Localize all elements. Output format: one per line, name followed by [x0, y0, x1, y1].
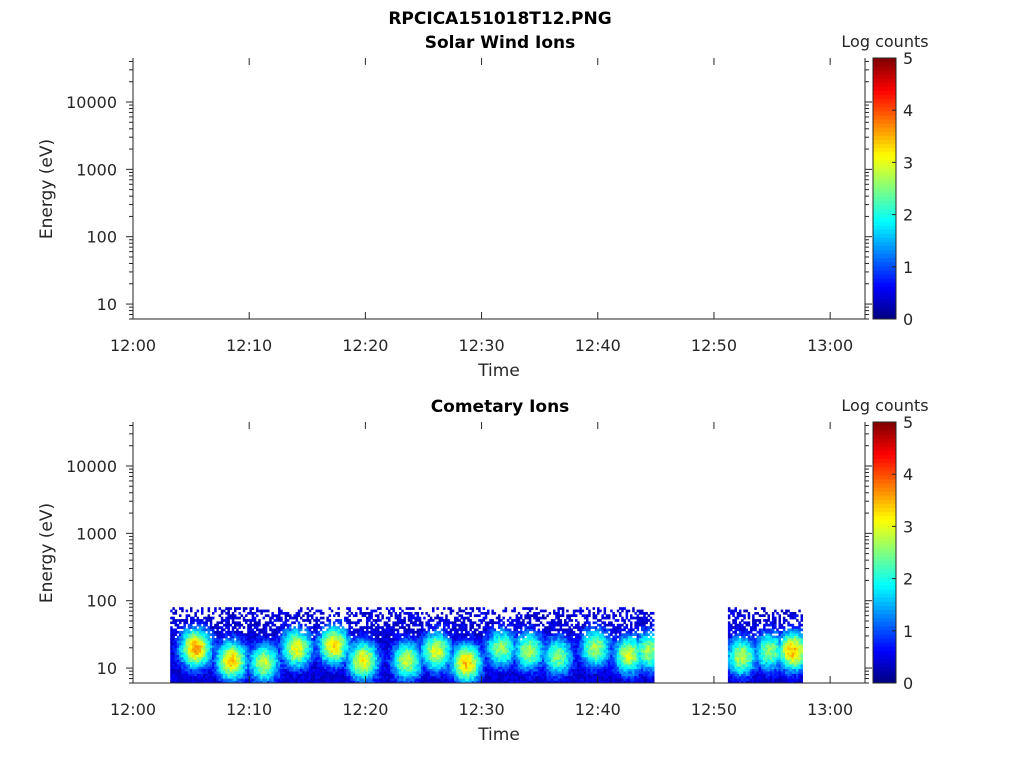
cometary-ions-colorbar-tick-3: 3 — [903, 517, 913, 536]
solar-wind-ions-y-tick-label-3: 10000 — [66, 93, 117, 112]
cometary-ions-xlabel: Time — [477, 725, 520, 745]
solar-wind-ions-background — [133, 58, 865, 319]
cometary-ions-y-tick-label-3: 10000 — [66, 457, 117, 476]
cometary-ions-y-tick-label-2: 1000 — [76, 524, 117, 543]
solar-wind-ions-plot-area: 12:00 12:10 12:20 12:30 12:40 12:50 13:0010100… — [66, 49, 913, 355]
solar-wind-ions-colorbar-tick-0: 0 — [903, 310, 913, 329]
cometary-ions-colorbar-tick-1: 1 — [903, 622, 913, 641]
solar-wind-ions-xlabel: Time — [477, 361, 520, 381]
cometary-ions-x-tick-label-0: 12:00 — [110, 700, 156, 719]
cometary-ions-x-tick-label-4: 12:40 — [575, 700, 621, 719]
solar-wind-ions-x-tick-label-1: 12:10 — [226, 336, 272, 355]
cometary-ions-plot-area: 12:00 12:10 12:20 12:30 12:40 12:50 13:0010100… — [66, 413, 913, 719]
cometary-ions-colorbar-tick-0: 0 — [903, 674, 913, 693]
solar-wind-ions-colorbar-label: Log counts — [841, 32, 928, 51]
cometary-ions-ylabel: Energy (eV) — [37, 503, 57, 603]
solar-wind-ions-colorbar: 0 1 2 3 4 5 — [872, 49, 913, 329]
cometary-ions-y-tick-label-1: 100 — [86, 592, 117, 611]
solar-wind-ions-x-tick-label-0: 12:00 — [110, 336, 156, 355]
cometary-ions-x-tick-label-2: 12:20 — [342, 700, 388, 719]
solar-wind-ions-colorbar-tick-3: 3 — [903, 153, 913, 172]
cometary-ions-colorbar-tick-4: 4 — [903, 465, 913, 484]
cometary-ions-interval-0 — [170, 607, 655, 684]
solar-wind-ions-ylabel: Energy (eV) — [37, 139, 57, 239]
cometary-ions-colorbar-tick-5: 5 — [903, 413, 913, 432]
solar-wind-ions-y-tick-label-0: 10 — [97, 295, 117, 314]
cometary-ions-y-tick-label-0: 10 — [97, 659, 117, 678]
figure-title: RPCICA151018T12.PNG — [388, 9, 611, 29]
solar-wind-ions-panel: Solar Wind Ions 12:00 12:10 12:20 12:30 12:4… — [37, 32, 929, 381]
solar-wind-ions-x-tick-label-3: 12:30 — [459, 336, 505, 355]
cometary-ions-heatmap — [170, 607, 803, 684]
solar-wind-ions-colorbar-tick-1: 1 — [903, 258, 913, 277]
cometary-ions-x-tick-label-1: 12:10 — [226, 700, 272, 719]
solar-wind-ions-y-tick-label-1: 100 — [86, 228, 117, 247]
solar-wind-ions-x-tick-label-4: 12:40 — [575, 336, 621, 355]
solar-wind-ions-colorbar-tick-4: 4 — [903, 101, 913, 120]
cometary-ions-x-tick-label-5: 12:50 — [691, 700, 737, 719]
solar-wind-ions-colorbar-tick-5: 5 — [903, 49, 913, 68]
cometary-ions-panel: Cometary Ions 12:00 12:10 12:20 12:30 12:40 1… — [37, 396, 929, 745]
solar-wind-ions-colorbar-tick-2: 2 — [903, 206, 913, 225]
cometary-ions-title: Cometary Ions — [431, 397, 570, 417]
cometary-ions-colorbar: 0 1 2 3 4 5 — [872, 413, 913, 693]
solar-wind-ions-x-tick-label-5: 12:50 — [691, 336, 737, 355]
cometary-ions-x-tick-label-3: 12:30 — [459, 700, 505, 719]
solar-wind-ions-x-tick-label-2: 12:20 — [342, 336, 388, 355]
solar-wind-ions-title: Solar Wind Ions — [425, 33, 576, 53]
cometary-ions-colorbar-label: Log counts — [841, 396, 928, 415]
cometary-ions-interval-1 — [727, 607, 803, 684]
solar-wind-ions-y-tick-label-2: 1000 — [76, 160, 117, 179]
cometary-ions-colorbar-tick-2: 2 — [903, 570, 913, 589]
solar-wind-ions-x-tick-label-6: 13:00 — [807, 336, 853, 355]
cometary-ions-x-tick-label-6: 13:00 — [807, 700, 853, 719]
